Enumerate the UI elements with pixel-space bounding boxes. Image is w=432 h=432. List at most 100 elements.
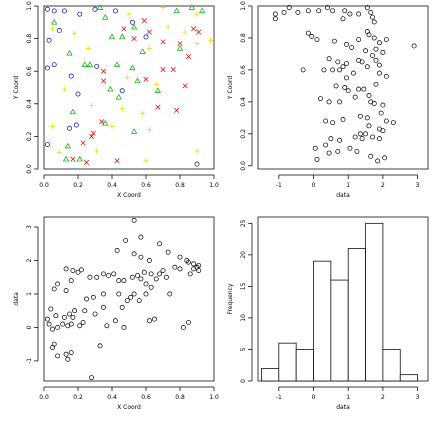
plus-point bbox=[139, 110, 146, 117]
circle-point bbox=[165, 249, 171, 255]
circle-point bbox=[68, 321, 74, 327]
circle-point bbox=[106, 273, 112, 279]
circle-point bbox=[323, 142, 329, 148]
circle-point bbox=[328, 136, 334, 142]
y-tick-label: 0.6 bbox=[26, 66, 33, 76]
circle-point bbox=[344, 41, 349, 47]
circle-point bbox=[152, 316, 157, 322]
circle-point bbox=[411, 43, 417, 49]
y-tick-label: 0.4 bbox=[26, 99, 33, 109]
circle-point bbox=[75, 91, 81, 97]
circle-point bbox=[80, 319, 86, 325]
y-tick-label: 1.0 bbox=[26, 1, 33, 11]
circle-point bbox=[112, 318, 118, 324]
circle-point bbox=[337, 67, 342, 73]
circle-point bbox=[364, 115, 370, 121]
circle-point bbox=[335, 148, 341, 154]
circle-point bbox=[347, 145, 353, 151]
circle-point bbox=[68, 73, 74, 79]
plus-point bbox=[160, 4, 166, 11]
circle-point bbox=[314, 37, 320, 43]
plus-point bbox=[88, 102, 95, 109]
circle-point bbox=[157, 241, 163, 247]
triangle-point bbox=[115, 93, 122, 100]
y-tick-label: 2 bbox=[26, 258, 33, 262]
circle-point bbox=[347, 11, 353, 17]
plus-point bbox=[194, 11, 200, 17]
histogram-bar bbox=[347, 248, 366, 382]
circle-point bbox=[300, 67, 306, 73]
y-tick-label: 20 bbox=[240, 251, 247, 259]
x-axis-title: data bbox=[336, 404, 350, 411]
cross-point bbox=[100, 68, 107, 74]
circle-point bbox=[50, 326, 55, 332]
triangle-point bbox=[129, 64, 136, 71]
x-tick-label: 0.6 bbox=[141, 394, 151, 401]
circle-point bbox=[163, 274, 169, 280]
circle-point bbox=[63, 266, 69, 272]
circle-point bbox=[78, 267, 84, 273]
y-tick-label: 0.2 bbox=[26, 131, 33, 141]
circle-point bbox=[65, 356, 71, 362]
circle-point bbox=[330, 8, 336, 14]
circle-point bbox=[368, 9, 374, 15]
circle-point bbox=[359, 59, 365, 65]
circle-point bbox=[344, 61, 349, 66]
triangle-point bbox=[139, 48, 146, 54]
triangle-point bbox=[154, 87, 162, 93]
circle-point bbox=[146, 318, 152, 324]
y-axis-title: Frequency bbox=[227, 283, 234, 314]
circle-point bbox=[316, 8, 322, 14]
cross-point bbox=[100, 78, 107, 84]
triangle-point bbox=[130, 128, 138, 134]
circle-point bbox=[326, 99, 332, 105]
triangle-point bbox=[113, 61, 121, 67]
circle-point bbox=[380, 128, 386, 134]
histogram-bar bbox=[278, 342, 297, 382]
circle-point bbox=[366, 123, 372, 129]
circle-point bbox=[167, 291, 173, 297]
y-tick-label: -1 bbox=[26, 358, 33, 364]
plot-frame bbox=[43, 216, 215, 382]
circle-point bbox=[370, 134, 375, 140]
cross-point bbox=[89, 133, 95, 139]
circle-point bbox=[376, 62, 382, 68]
triangle-point bbox=[51, 18, 58, 25]
circle-point bbox=[373, 57, 379, 63]
circle-point bbox=[136, 298, 142, 304]
triangle-point bbox=[107, 85, 114, 92]
circle-point bbox=[272, 16, 278, 22]
circle-point bbox=[92, 311, 98, 317]
circle-point bbox=[380, 102, 386, 108]
circle-point bbox=[342, 85, 348, 90]
x-tick-label: 1 bbox=[346, 182, 350, 189]
circle-point bbox=[350, 70, 356, 76]
triangle-point bbox=[62, 155, 70, 162]
y-tick-label: 0.0 bbox=[240, 161, 247, 171]
circle-point bbox=[337, 137, 342, 143]
circle-point bbox=[340, 117, 346, 122]
circle-point bbox=[111, 271, 117, 277]
circle-point bbox=[138, 254, 144, 260]
circle-point bbox=[90, 294, 96, 300]
circle-point bbox=[373, 81, 379, 87]
circle-point bbox=[63, 288, 69, 294]
scatter-panel-xcoord-data: 0.0 0.2 0.4 0.6 0.8 1.0 -1 0 1 2 3 X Coord data bbox=[13, 216, 219, 411]
circle-point bbox=[116, 291, 122, 297]
circle-point bbox=[61, 8, 67, 14]
circle-point bbox=[160, 268, 166, 274]
circle-point bbox=[146, 258, 152, 263]
circle-point bbox=[305, 8, 311, 14]
y-tick-label: 0.0 bbox=[26, 164, 33, 174]
circle-point bbox=[67, 125, 72, 131]
x-tick-label: 3 bbox=[416, 182, 420, 189]
circle-point bbox=[77, 323, 83, 329]
circle-point bbox=[61, 314, 67, 320]
x-tick-label: 0.2 bbox=[73, 182, 83, 189]
x-tick-label: 0.4 bbox=[107, 182, 117, 189]
circle-point bbox=[364, 5, 370, 11]
y-tick-label: 1.0 bbox=[240, 1, 247, 11]
plus-point bbox=[119, 105, 125, 112]
circle-point bbox=[371, 19, 377, 25]
histogram-panel: -1 0 1 2 3 0 5 10 15 20 25 data Frequency bbox=[227, 216, 429, 411]
